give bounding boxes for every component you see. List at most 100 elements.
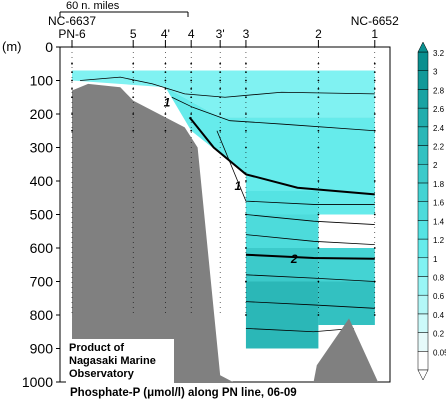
contour-line-10 — [245, 328, 354, 333]
colorbar-swatch-5 — [417, 257, 429, 277]
colorbar-label-14: 2.8 — [433, 86, 445, 95]
sample-dot-4'-100 — [164, 79, 167, 82]
station-label-1: 1 — [371, 27, 378, 41]
sample-dot-1-50 — [373, 62, 376, 65]
station-label-4: 4 — [188, 27, 195, 41]
colorbar-swatch-9 — [417, 182, 429, 202]
sample-dot-3-250 — [245, 129, 247, 132]
contour-label-2: 1 — [235, 179, 242, 193]
colorbar-swatch-2 — [417, 313, 429, 333]
y-axis-ticks: 0 100 200 300 400 500 600 700 800 900 1000 — [22, 39, 60, 390]
sample-dot-5-100 — [132, 79, 135, 82]
sample-dot-2-100 — [317, 79, 320, 82]
sample-dot-5-50 — [132, 62, 135, 65]
fill-layer-8 — [245, 281, 319, 349]
sample-dot-4'-50 — [164, 62, 167, 65]
contour-label-1: 1 — [164, 95, 171, 109]
sample-dot-2-400 — [317, 180, 320, 182]
y-tick-label-200: 200 — [30, 106, 54, 122]
sample-dot-5-200 — [132, 113, 135, 115]
colorbar-label-11: 2.2 — [433, 143, 445, 152]
sample-dot-2-200 — [317, 113, 320, 115]
sample-dot-2-50 — [317, 62, 320, 65]
station-label-2: 2 — [315, 27, 322, 41]
colorbar-swatch-10 — [417, 163, 429, 184]
station-id-1: NC-6652 — [351, 14, 399, 28]
sample-dot-2-800 — [317, 314, 320, 316]
seamount-bottom — [313, 318, 378, 382]
sample-dot-3'-125 — [219, 87, 222, 90]
colorbar-swatch-3 — [417, 294, 429, 315]
contour-line-6 — [245, 234, 375, 246]
colorbar-swatch-13 — [417, 107, 429, 128]
colorbar-label-10: 2 — [433, 161, 438, 170]
sample-dot-2-500 — [317, 213, 320, 216]
fill-layer-5 — [245, 214, 319, 248]
colorbar-label-2: 0.4 — [433, 311, 445, 320]
colorbar-swatch-15 — [417, 70, 429, 90]
sample-dot-PN-6-200 — [71, 113, 73, 115]
contour-line-4 — [216, 130, 375, 205]
sample-dot-3-800 — [245, 314, 247, 316]
y-tick-label-0: 0 — [45, 39, 53, 55]
colorbar-swatch-12 — [417, 126, 429, 146]
contour-lines — [80, 76, 375, 333]
colorbar-swatch-14 — [417, 89, 429, 109]
station-id-6: NC-6637 — [48, 14, 96, 28]
sample-dot-1-250 — [373, 129, 376, 132]
contour-line-3 — [188, 116, 375, 196]
colorbar-label-15: 3 — [433, 68, 438, 77]
y-tick-label-500: 500 — [30, 207, 54, 223]
y-tick-label-400: 400 — [30, 173, 54, 189]
colorbar-swatch-16 — [417, 51, 429, 71]
colorbar-bottom-arrow — [417, 369, 429, 381]
sample-dot-PN-6-50 — [71, 62, 73, 65]
sample-dot-1-100 — [373, 79, 376, 82]
station-label-3': 3' — [216, 27, 225, 41]
station-label-4': 4' — [161, 27, 170, 41]
sample-dot-5-125 — [132, 87, 135, 90]
sample-dot-2-700 — [317, 280, 320, 283]
sample-dot-1-200 — [373, 113, 376, 115]
sample-dot-4'-125 — [164, 87, 167, 90]
y-tick-label-600: 600 — [30, 240, 54, 256]
colorbar-label-6: 1.2 — [433, 236, 445, 245]
fill-layer-9 — [318, 281, 375, 326]
shelf-slope-bottom — [72, 83, 234, 382]
sample-dot-PN-6-125 — [71, 87, 73, 90]
contour-labels: 1 1 2 — [164, 95, 298, 266]
credit-line-1: Product of — [69, 342, 124, 354]
sample-dot-3'-200 — [219, 113, 222, 115]
sample-dot-4-200 — [190, 113, 193, 115]
station-labels: PN-6 5 4' 4 3' 3 2 1 NC-6637 NC-6652 — [48, 14, 399, 47]
y-axis-label: (m) — [2, 39, 22, 54]
y-tick-label-700: 700 — [30, 274, 54, 290]
sample-dot-1-700 — [373, 280, 376, 283]
sample-dot-3-100 — [245, 79, 247, 82]
sample-dot-3-400 — [245, 180, 247, 182]
sample-dot-4-100 — [190, 79, 193, 82]
sample-dot-1-400 — [373, 180, 376, 182]
colorbar-label-8: 1.6 — [433, 199, 445, 208]
sample-dot-4'-200 — [164, 113, 167, 115]
sample-dot-4-125 — [190, 87, 193, 90]
y-tick-label-100: 100 — [30, 73, 54, 89]
scale-bar: 60 n. miles — [59, 0, 189, 17]
colorbar-label-4: 0.8 — [433, 273, 445, 282]
colorbar-top-arrow — [417, 41, 429, 53]
sample-dot-2-250 — [317, 129, 320, 132]
colorbar-label-7: 1.4 — [433, 217, 445, 226]
sea-bottom-topography — [72, 83, 378, 382]
sample-dot-4'-250 — [164, 129, 167, 132]
colorbar-label-1: 0.2 — [433, 330, 445, 339]
station-label-3: 3 — [243, 27, 250, 41]
contour-line-2 — [171, 96, 375, 132]
contour-line-5 — [245, 214, 375, 225]
colorbar-label-13: 2.6 — [433, 105, 445, 114]
colorbar-swatch-1 — [417, 332, 429, 352]
sample-dot-1-125 — [373, 87, 376, 90]
contour-line-7 — [245, 253, 375, 260]
sample-dot-3-700 — [245, 280, 247, 283]
sample-dot-3'-50 — [219, 62, 222, 65]
sample-points — [71, 62, 376, 316]
